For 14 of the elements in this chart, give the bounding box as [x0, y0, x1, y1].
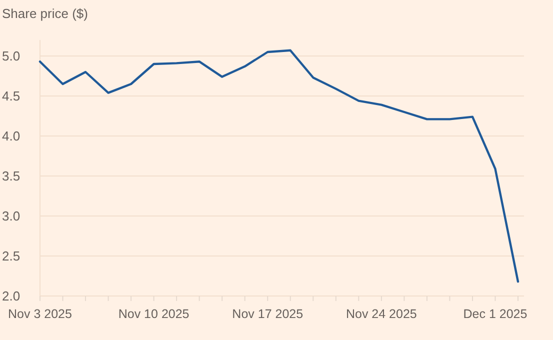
y-tick-label: 2.5 — [2, 248, 20, 264]
y-tick-label: 3.0 — [2, 208, 20, 224]
y-tick-label: 3.5 — [2, 168, 20, 184]
x-tick-label: Nov 10 2025 — [118, 307, 190, 321]
y-tick-label: 2.0 — [2, 288, 20, 304]
y-tick-label: 4.5 — [2, 88, 20, 104]
x-tick-label: Dec 1 2025 — [463, 307, 528, 321]
y-tick-label: 4.0 — [2, 128, 20, 144]
y-tick-label: 5.0 — [2, 48, 20, 64]
x-tick-label: Nov 24 2025 — [346, 307, 417, 321]
x-tick-label: Nov 17 2025 — [232, 307, 304, 321]
line-series — [38, 49, 520, 283]
x-tick-label: Nov 3 2025 — [8, 307, 72, 321]
chart-title: Share price ($) — [2, 6, 88, 21]
